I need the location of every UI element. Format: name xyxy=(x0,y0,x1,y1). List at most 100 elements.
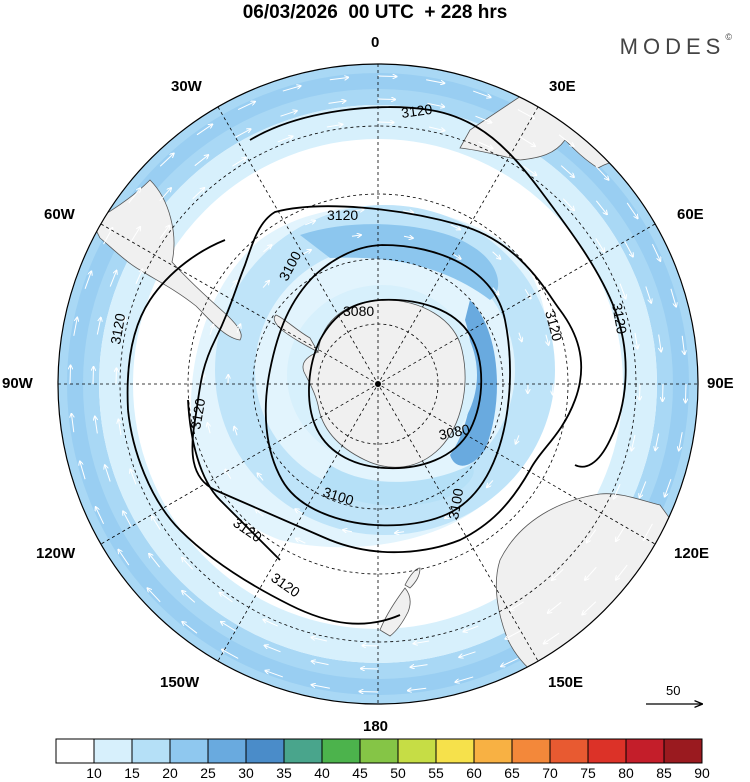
streamline-arrow xyxy=(230,281,237,290)
colorbar-tick-label: 85 xyxy=(656,765,672,781)
streamline-arrow xyxy=(84,271,91,289)
streamline-arrow xyxy=(192,188,204,200)
streamline-arrow xyxy=(450,224,460,230)
streamline-arrow xyxy=(411,665,428,667)
streamline-arrow xyxy=(524,289,530,298)
streamline-arrow xyxy=(326,124,343,127)
streamline-arrow xyxy=(543,433,547,443)
streamline-arrow xyxy=(196,124,212,136)
lon-label-90w: 90W xyxy=(2,375,33,392)
streamline-arrow xyxy=(427,102,444,106)
contour-label-3080: 3080 xyxy=(343,303,374,319)
contour-label-3120-north: 3120 xyxy=(327,207,358,223)
streamline-arrow xyxy=(619,283,626,299)
reference-vector-arrow xyxy=(646,682,720,712)
streamline-arrow xyxy=(639,481,647,497)
colorbar-tick-label: 70 xyxy=(542,765,558,781)
streamline-arrow xyxy=(685,383,686,402)
streamline-arrow xyxy=(478,141,492,148)
map-disk xyxy=(58,64,698,704)
streamline-arrow xyxy=(516,435,519,443)
streamline-arrow xyxy=(505,630,521,639)
lon-label-120w: 120W xyxy=(36,545,76,562)
colorbar-swatch xyxy=(397,738,437,764)
jet-max-north xyxy=(300,224,499,300)
streamline-arrow xyxy=(501,657,519,666)
streamline-arrow xyxy=(395,532,405,533)
streamline-arrow xyxy=(475,115,491,122)
streamline-arrow xyxy=(487,480,494,487)
colorbar-swatch xyxy=(549,738,589,764)
streamline-arrow xyxy=(262,281,269,288)
streamline-arrow xyxy=(651,243,660,261)
streamline-arrow xyxy=(118,420,121,436)
streamline-arrow xyxy=(234,427,237,436)
streamline-arrow xyxy=(517,109,534,119)
streamline-arrow xyxy=(473,90,490,97)
streamline-arrow xyxy=(665,479,672,496)
south-america xyxy=(91,179,242,341)
streamline-arrow xyxy=(595,165,609,179)
reference-vector-label: 50 xyxy=(666,683,681,698)
streamline-arrow xyxy=(123,511,132,527)
streamline-arrow xyxy=(558,134,574,146)
streamline-arrow xyxy=(220,593,233,603)
streamline-arrow xyxy=(353,210,363,211)
streamline-arrow xyxy=(263,620,278,627)
colorbar-swatch xyxy=(169,738,209,764)
brand-logo: MODES© xyxy=(620,32,732,60)
streamline-arrow xyxy=(484,515,493,523)
streamline-arrow xyxy=(520,136,536,146)
streamline-arrow xyxy=(510,601,524,610)
streamline-arrow xyxy=(452,253,461,259)
streamline-arrow xyxy=(377,99,395,100)
streamline-arrow xyxy=(225,470,232,479)
streamline-arrow xyxy=(343,530,353,532)
streamline-arrow xyxy=(414,641,430,644)
streamline-arrow xyxy=(585,566,597,580)
streamline-arrow xyxy=(182,622,198,634)
colorbar-swatch xyxy=(207,738,247,764)
lon-label-180: 180 xyxy=(363,718,389,735)
streamline-arrow xyxy=(659,334,661,352)
streamline-arrow xyxy=(93,367,94,385)
streamline-arrow xyxy=(237,324,240,333)
streamline-arrow xyxy=(109,271,116,287)
streamline-arrow xyxy=(135,269,142,284)
streamline-arrow xyxy=(312,685,330,689)
streamline-arrow xyxy=(682,335,684,354)
streamline-arrow xyxy=(459,651,476,657)
streamline-arrow xyxy=(96,507,105,525)
colorbar-tick-label: 10 xyxy=(86,765,102,781)
contour-label-3120-east-inner: 3120 xyxy=(542,309,566,343)
streamline-arrow xyxy=(544,632,560,643)
south-pole-marker xyxy=(375,381,381,387)
contour-3100 xyxy=(264,244,511,527)
streamline-arrow xyxy=(329,77,348,79)
brand-copyright-mark: © xyxy=(725,32,732,42)
streamline-arrow xyxy=(403,236,413,238)
streamline-arrow xyxy=(105,465,111,482)
streamline-arrow xyxy=(265,645,281,653)
colorbar-swatch xyxy=(359,738,399,764)
contour-3120-outer-nw xyxy=(126,239,226,411)
streamline-arrow xyxy=(670,288,676,307)
streamline-arrow xyxy=(546,334,549,345)
contour-label-3100-east: 3100 xyxy=(445,487,466,521)
streamline-arrow xyxy=(616,564,628,580)
colorbar-swatch xyxy=(93,738,133,764)
antarctic-peninsula xyxy=(273,314,320,354)
colorbar-tick-label: 40 xyxy=(314,765,330,781)
chart-title: 06/03/2026 00 UTC + 228 hrs xyxy=(242,2,508,23)
colorbar-swatch xyxy=(131,738,171,764)
colorbar-tick-label: 30 xyxy=(238,765,254,781)
streamline-arrow xyxy=(296,539,306,544)
streamline-arrow xyxy=(118,550,130,566)
streamline-arrow xyxy=(73,318,77,336)
colorbar-swatch xyxy=(321,738,361,764)
streamline-arrow xyxy=(645,286,651,303)
contour-3080 xyxy=(308,298,483,470)
colorbar-swatch xyxy=(587,738,627,764)
contour-3120-outer-ne xyxy=(249,106,627,468)
colorbar-swatch xyxy=(245,738,285,764)
